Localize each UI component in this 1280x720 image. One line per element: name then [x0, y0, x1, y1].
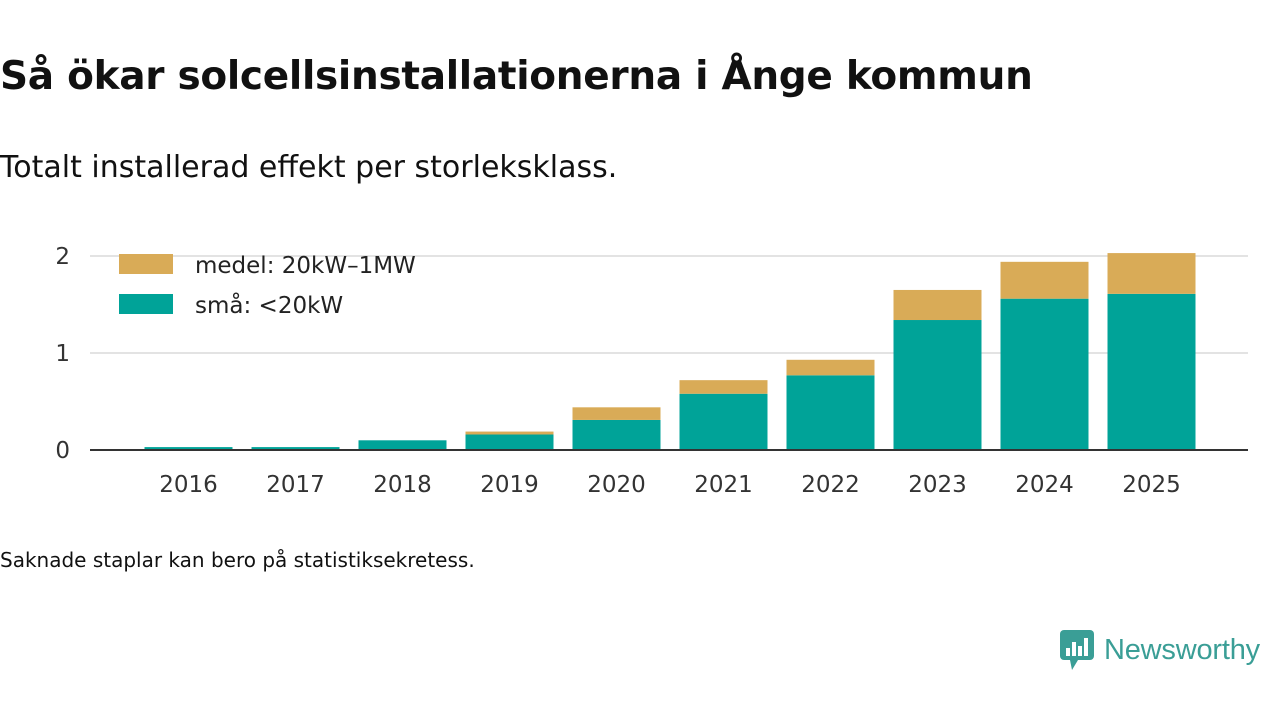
y-tick-label: 1: [55, 341, 70, 367]
brand-name: Newsworthy: [1104, 633, 1260, 666]
chart-title: Så ökar solcellsinstallationerna i Ånge …: [0, 54, 1033, 99]
bar-2020: [572, 407, 661, 420]
newsworthy-logo-icon: [1060, 630, 1094, 670]
bar-2025: [1107, 293, 1196, 450]
y-tick-label: 2: [55, 244, 70, 270]
legend-label: små: <20kW: [195, 291, 343, 319]
bar-2021: [679, 393, 768, 450]
axes: 0 1 2 2016 2017 2018 2019 2020 2021 2022 2023 2024 2…: [55, 244, 1248, 498]
bar-2016: [144, 447, 233, 450]
x-tick-label: 2022: [801, 472, 860, 498]
legend-swatch: [119, 254, 173, 274]
x-tick-label: 2024: [1015, 472, 1074, 498]
bar-2023: [893, 289, 982, 321]
chart-subtitle: Totalt installerad effekt per storlekskl…: [0, 150, 618, 185]
bar-2021: [679, 380, 768, 394]
x-tick-label: 2021: [694, 472, 753, 498]
bar-2022: [786, 359, 875, 376]
x-tick-label: 2018: [373, 472, 432, 498]
bar-2018: [358, 440, 447, 450]
legend: medel: 20kW–1MW små: <20kW: [119, 253, 416, 319]
x-tick-label: 2017: [266, 472, 325, 498]
x-tick-label: 2025: [1122, 472, 1181, 498]
bar-2022: [786, 375, 875, 450]
x-tick-label: 2023: [908, 472, 967, 498]
bar-2024: [1000, 261, 1089, 299]
bar-2019: [465, 434, 554, 450]
stacked-bar-chart: 0 1 2 2016 2017 2018 2019 2020 2021 2022 2023 2024 2…: [55, 244, 1248, 498]
bar-2020: [572, 419, 661, 450]
footnote: Saknade staplar kan bero på statistiksek…: [0, 548, 475, 572]
bar-2023: [893, 320, 982, 450]
bar-2025: [1107, 253, 1196, 294]
bar-2017: [251, 447, 340, 450]
bar-2019: [465, 431, 554, 435]
brand-logo: Newsworthy: [1058, 628, 1260, 672]
x-tick-label: 2020: [587, 472, 646, 498]
x-tick-label: 2019: [480, 472, 539, 498]
x-tick-label: 2016: [159, 472, 218, 498]
legend-label: medel: 20kW–1MW: [195, 253, 416, 279]
bar-2024: [1000, 298, 1089, 450]
legend-swatch: [119, 294, 173, 314]
y-tick-label: 0: [55, 438, 70, 464]
bars: [144, 253, 1196, 450]
